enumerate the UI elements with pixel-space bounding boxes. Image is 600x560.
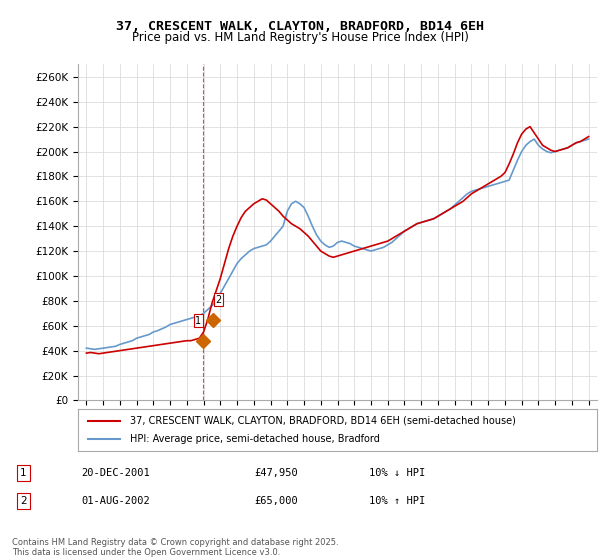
Text: HPI: Average price, semi-detached house, Bradford: HPI: Average price, semi-detached house,… [130,434,380,444]
Text: 2: 2 [20,496,27,506]
Text: 01-AUG-2002: 01-AUG-2002 [81,496,150,506]
Text: 10% ↓ HPI: 10% ↓ HPI [369,468,425,478]
Text: £65,000: £65,000 [254,496,298,506]
Text: 2: 2 [215,295,221,305]
Text: 1: 1 [20,468,27,478]
Text: 37, CRESCENT WALK, CLAYTON, BRADFORD, BD14 6EH (semi-detached house): 37, CRESCENT WALK, CLAYTON, BRADFORD, BD… [130,416,516,426]
Text: 10% ↑ HPI: 10% ↑ HPI [369,496,425,506]
Text: 1: 1 [195,316,201,326]
Text: Contains HM Land Registry data © Crown copyright and database right 2025.
This d: Contains HM Land Registry data © Crown c… [12,538,338,557]
Text: 37, CRESCENT WALK, CLAYTON, BRADFORD, BD14 6EH: 37, CRESCENT WALK, CLAYTON, BRADFORD, BD… [116,20,484,32]
Text: £47,950: £47,950 [254,468,298,478]
Text: 20-DEC-2001: 20-DEC-2001 [81,468,150,478]
Text: Price paid vs. HM Land Registry's House Price Index (HPI): Price paid vs. HM Land Registry's House … [131,31,469,44]
